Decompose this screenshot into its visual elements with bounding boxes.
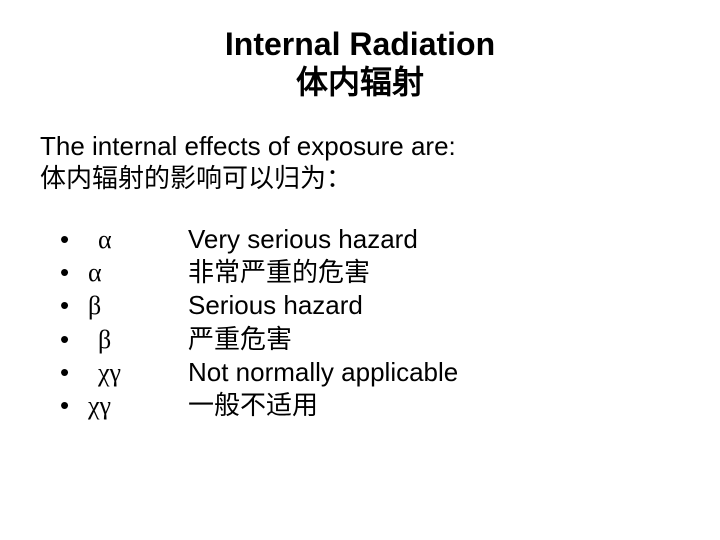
list-item: • α Very serious hazard xyxy=(60,223,680,256)
desc-cell: Very serious hazard xyxy=(188,223,680,256)
desc-cell: 严重危害 xyxy=(188,323,680,356)
title-block: Internal Radiation 体内辐射 xyxy=(40,25,680,102)
list-item: • α 非常严重的危害 xyxy=(60,256,680,289)
slide: Internal Radiation 体内辐射 The internal eff… xyxy=(0,0,720,447)
desc-cell: Serious hazard xyxy=(188,289,680,322)
desc-cell: 非常严重的危害 xyxy=(188,256,680,289)
list-item: • β 严重危害 xyxy=(60,323,680,356)
desc-cell: Not normally applicable xyxy=(188,356,680,389)
desc-cell: 一般不适用 xyxy=(188,389,680,422)
subtitle-line-en: The internal effects of exposure are: xyxy=(40,130,680,163)
bullet-mark: • xyxy=(60,256,88,289)
symbol-cell: β xyxy=(88,323,188,356)
symbol-cell: χγ xyxy=(88,389,188,422)
list-item: • χγ Not normally applicable xyxy=(60,356,680,389)
bullet-mark: • xyxy=(60,289,88,322)
symbol-cell: χγ xyxy=(88,356,188,389)
title-line-zh: 体内辐射 xyxy=(40,63,680,101)
bullet-mark: • xyxy=(60,389,88,422)
symbol-cell: α xyxy=(88,256,188,289)
subtitle-line-zh: 体内辐射的影响可以归为： xyxy=(40,162,680,195)
symbol-cell: β xyxy=(88,289,188,322)
bullet-list: • α Very serious hazard • α 非常严重的危害 • β … xyxy=(40,223,680,423)
bullet-mark: • xyxy=(60,356,88,389)
title-line-en: Internal Radiation xyxy=(40,25,680,63)
bullet-mark: • xyxy=(60,223,88,256)
subtitle-block: The internal effects of exposure are: 体内… xyxy=(40,130,680,195)
list-item: • χγ 一般不适用 xyxy=(60,389,680,422)
symbol-cell: α xyxy=(88,223,188,256)
list-item: • β Serious hazard xyxy=(60,289,680,322)
bullet-mark: • xyxy=(60,323,88,356)
